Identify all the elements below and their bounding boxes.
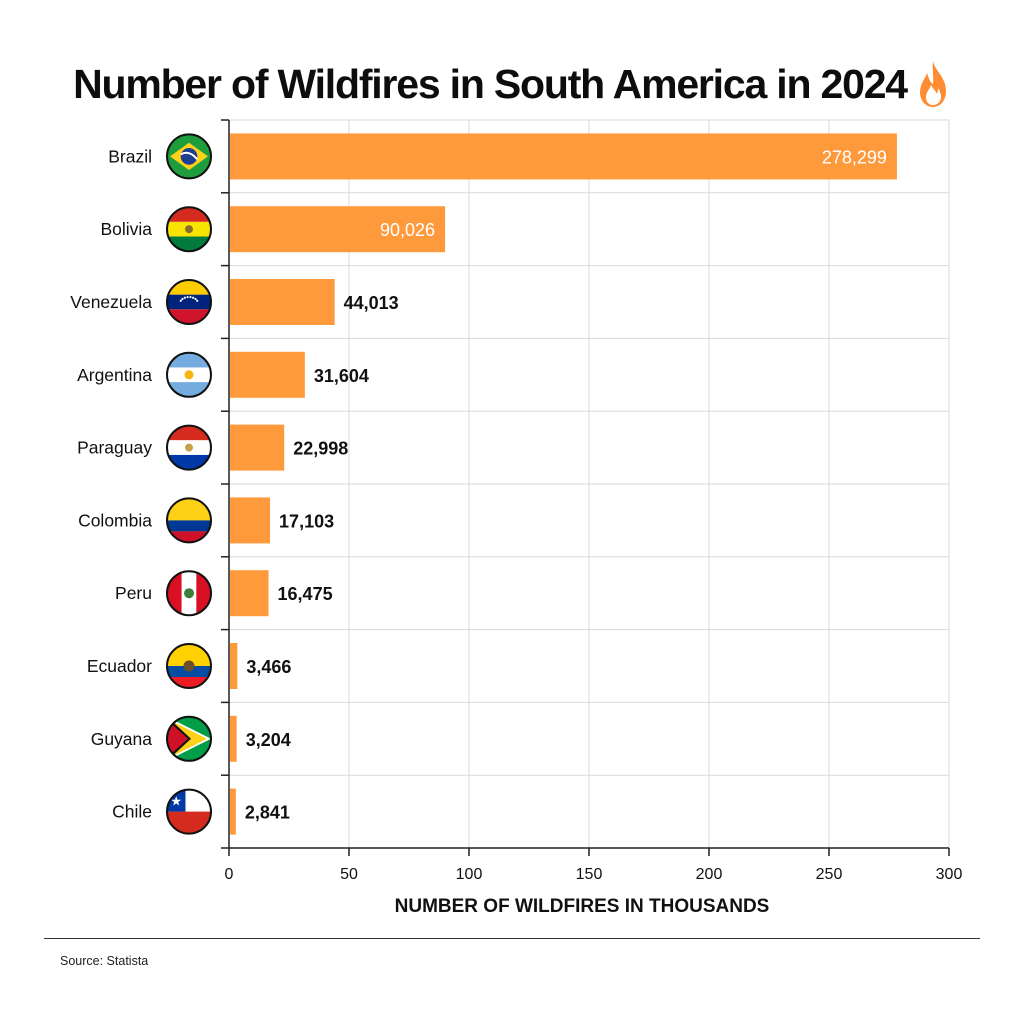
bar [230, 206, 446, 253]
bolivia-flag-icon [166, 206, 212, 253]
flag-stripe [167, 294, 211, 310]
flag-star [179, 299, 182, 302]
flag-outline [166, 351, 212, 398]
bar-value-label: 22,998 [293, 439, 348, 459]
category-label: Venezuela [70, 292, 152, 312]
flag-body [167, 644, 211, 688]
bar-value-label: 3,204 [246, 730, 291, 750]
category-label: Ecuador [87, 656, 152, 676]
flag-stripe [167, 677, 211, 688]
flag-outline [166, 570, 212, 617]
bar [230, 351, 305, 398]
bar-value-label: 16,475 [278, 584, 333, 604]
flag-star [194, 297, 197, 301]
argentina-flag-icon [166, 351, 212, 398]
flag-outline [166, 643, 212, 689]
bar-value-label: 278,299 [822, 147, 887, 167]
bar [230, 497, 271, 544]
flag-stripe [167, 498, 211, 521]
bar-value-label: 17,103 [279, 511, 334, 531]
x-tick-label: 300 [936, 866, 963, 883]
flag-star [196, 299, 199, 302]
guyana-flag-icon [166, 715, 212, 762]
x-tick-label: 150 [576, 866, 603, 883]
title-row: Number of Wildfires in South America in … [0, 52, 1024, 116]
flag-triangle [167, 719, 188, 758]
flag-star [183, 296, 186, 299]
flag-star [181, 297, 184, 301]
flag-outline [166, 279, 212, 325]
category-label: Bolivia [100, 219, 152, 239]
flag-emblem [185, 225, 193, 234]
flag-stripe [167, 644, 211, 666]
bar-value-label: 31,604 [314, 366, 369, 386]
flag-body [167, 134, 211, 179]
flag-body [167, 716, 211, 761]
category-label: Chile [112, 802, 152, 822]
flag-outline [166, 133, 212, 180]
x-tick-label: 0 [225, 866, 234, 883]
bar [230, 570, 269, 617]
flag-outline [166, 206, 212, 253]
x-tick-label: 100 [456, 866, 483, 883]
source-divider [44, 938, 980, 939]
category-label: Paraguay [77, 438, 152, 458]
category-label: Argentina [77, 365, 152, 385]
flag-star [186, 295, 189, 299]
category-label: Colombia [78, 510, 152, 530]
bar [230, 788, 236, 835]
fire-icon [919, 61, 946, 107]
category-label: Guyana [91, 729, 153, 749]
venezuela-flag-icon [166, 279, 212, 325]
flag-emblem [185, 443, 193, 452]
x-tick-label: 50 [340, 866, 358, 883]
bar [230, 715, 237, 762]
peru-flag-icon [166, 570, 212, 617]
x-tick-label: 200 [696, 866, 723, 883]
flag-outline [166, 788, 212, 835]
x-tick-label: 250 [816, 866, 843, 883]
chart-title: Number of Wildfires in South America in … [73, 60, 908, 107]
bar [230, 643, 238, 689]
bar-value-label: 3,466 [246, 657, 291, 677]
source-note: Source: Statista [60, 954, 149, 968]
flag-emblem [183, 660, 195, 672]
flag-body: ★ [167, 789, 211, 834]
bar-value-label: 44,013 [344, 293, 399, 313]
colombia-flag-icon [166, 497, 212, 544]
chile-flag-icon: ★ [166, 788, 212, 835]
brazil-flag-icon [166, 133, 212, 180]
flag-stripe [167, 811, 211, 834]
bar-value-label: 90,026 [380, 220, 435, 240]
flag-body [167, 498, 211, 543]
bar-value-label: 2,841 [245, 803, 290, 823]
bar [230, 424, 285, 471]
category-label: Brazil [108, 146, 152, 166]
ecuador-flag-icon [166, 643, 212, 689]
bar [230, 133, 897, 180]
flag-band [180, 151, 199, 161]
flag-stripe [167, 520, 211, 532]
flag-outline [166, 715, 212, 762]
category-label: Peru [115, 583, 152, 603]
flag-star [189, 295, 192, 299]
flag-star: ★ [170, 794, 182, 809]
flag-outline [166, 497, 212, 544]
flag-star [192, 296, 195, 299]
flag-outline [166, 424, 212, 471]
paraguay-flag-icon [166, 424, 212, 471]
flag-sun [184, 370, 194, 380]
flag-emblem [184, 588, 194, 599]
x-axis-title: NUMBER OF WILDFIRES IN THOUSANDS [395, 896, 770, 917]
flag-stripe [167, 531, 211, 543]
bar [230, 279, 335, 325]
